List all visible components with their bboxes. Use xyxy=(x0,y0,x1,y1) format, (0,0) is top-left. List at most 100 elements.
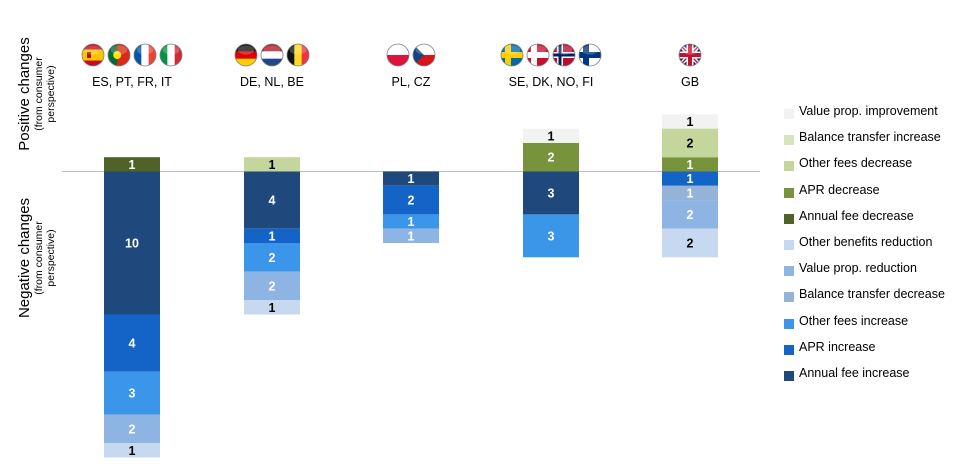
negative-axis-subtitle: (from consumer perspective) xyxy=(33,221,57,295)
bar-data-label: 2 xyxy=(129,422,136,436)
legend-swatch xyxy=(784,161,794,172)
bar-segment-value-prop-reduction xyxy=(104,414,160,444)
legend-label: APR increase xyxy=(799,339,876,354)
bar-segment-value-prop-improvement xyxy=(662,114,718,129)
bar-data-label: 2 xyxy=(687,208,694,222)
bar-segment-value-prop-improvement xyxy=(523,128,579,143)
bar-data-label: 3 xyxy=(548,229,555,243)
legend-label: Annual fee decrease xyxy=(799,208,914,223)
legend-item-other-fees-increase: Other fees increase xyxy=(784,314,970,340)
bar-data-label: 4 xyxy=(129,337,136,351)
bar-segment-value-prop-reduction xyxy=(383,228,439,243)
bar-data-label: 1 xyxy=(269,301,276,315)
negative-axis-title: Negative changes xyxy=(16,197,33,319)
negative-axis-label: Negative changes (from consumer perspect… xyxy=(16,168,60,348)
legend-label: Value prop. improvement xyxy=(799,104,938,118)
positive-axis-subtitle: (from consumer perspective) xyxy=(33,57,57,131)
bar-data-label: 1 xyxy=(269,158,276,172)
flag-sweden-icon xyxy=(500,43,524,67)
legend-swatch xyxy=(784,135,794,146)
legend-item-other-benefits-reduction: Other benefits reduction xyxy=(784,235,970,261)
legend-swatch xyxy=(784,370,794,381)
bar-segment-other-fees-increase xyxy=(244,243,300,272)
legend-item-annual-fee-decrease: Annual fee decrease xyxy=(784,209,970,235)
bar-data-label: 2 xyxy=(548,151,555,165)
bar-segment-value-prop-reduction xyxy=(244,271,300,301)
legend-swatch xyxy=(784,239,794,250)
flag-portugal-icon xyxy=(107,43,131,67)
positive-axis-label: Positive changes (from consumer perspect… xyxy=(16,14,60,174)
bar-data-label: 1 xyxy=(129,444,136,458)
bar-data-label: 1 xyxy=(269,229,276,243)
bar-data-label: 2 xyxy=(687,237,694,251)
legend-swatch xyxy=(784,292,794,303)
bar-data-label: 1 xyxy=(687,186,694,200)
bar-segment-other-fees-decrease xyxy=(244,157,300,172)
legend-label: APR decrease xyxy=(799,182,880,197)
flag-france-icon xyxy=(133,43,157,67)
bar-segment-value-prop-reduction xyxy=(662,200,718,229)
bar-data-label: 1 xyxy=(548,129,555,143)
legend-swatch xyxy=(784,266,794,277)
legend-label: Annual fee increase xyxy=(799,365,910,380)
bar-segment-annual-fee-decrease xyxy=(104,157,160,172)
bar-data-label: 2 xyxy=(687,136,694,150)
legend: Value prop. improvement Balance transfer … xyxy=(784,104,970,392)
flag-norway-icon xyxy=(552,43,576,67)
bar-segment-apr-increase xyxy=(244,228,300,243)
flag-czech-republic-icon xyxy=(412,43,436,67)
flag-poland-icon xyxy=(386,43,410,67)
bar-segment-annual-fee-increase xyxy=(383,171,439,186)
bar-segment-other-benefits-reduction xyxy=(104,443,160,458)
bar-segment-apr-decrease xyxy=(662,157,718,172)
category-label: PL, CZ xyxy=(392,75,431,89)
bar-data-label: 3 xyxy=(129,387,136,401)
legend-item-balance-transfer-increase: Balance transfer increase xyxy=(784,130,970,156)
bar-data-label: 1 xyxy=(129,158,136,172)
bar-segment-other-benefits-reduction xyxy=(662,228,718,258)
flag-belgium-icon xyxy=(286,43,310,67)
legend-item-balance-transfer-decrease: Balance transfer decrease xyxy=(784,287,970,313)
legend-item-apr-increase: APR increase xyxy=(784,340,970,366)
bar-data-label: 1 xyxy=(687,115,694,129)
flag-finland-icon xyxy=(578,43,602,67)
bar-data-label: 4 xyxy=(269,194,276,208)
legend-swatch xyxy=(784,213,794,224)
legend-item-value-prop-reduction: Value prop. reduction xyxy=(784,261,970,287)
legend-swatch xyxy=(784,344,794,355)
category-labels-layer: ES, PT, FR, IT DE, NL, BE PL, CZ SE, DK, NO… xyxy=(92,75,699,89)
bar-segment-annual-fee-increase xyxy=(523,171,579,215)
legend-label: Balance transfer decrease xyxy=(799,287,945,302)
legend-item-other-fees-decrease: Other fees decrease xyxy=(784,156,970,182)
bar-segment-other-benefits-reduction xyxy=(244,300,300,315)
bar-data-label: 1 xyxy=(408,215,415,229)
legend-item-apr-decrease: APR decrease xyxy=(784,183,970,209)
legend-label: Balance transfer increase xyxy=(799,130,941,145)
bar-data-label: 1 xyxy=(687,158,694,172)
legend-label: Value prop. reduction xyxy=(799,261,917,276)
legend-item-value-prop-improvement: Value prop. improvement xyxy=(784,104,970,130)
bar-segment-other-fees-increase xyxy=(383,214,439,229)
legend-label: Other fees decrease xyxy=(799,156,913,171)
bar-data-label: 2 xyxy=(269,279,276,293)
bar-data-label: 3 xyxy=(548,186,555,200)
bar-data-label: 2 xyxy=(269,251,276,265)
bar-segment-other-fees-decrease xyxy=(662,128,718,158)
legend-swatch xyxy=(784,187,794,198)
legend-swatch xyxy=(784,318,794,329)
flag-spain-icon xyxy=(81,43,105,67)
category-label: SE, DK, NO, FI xyxy=(509,75,594,89)
bar-data-label: 1 xyxy=(408,172,415,186)
flag-germany-icon xyxy=(234,43,258,67)
bar-data-label: 1 xyxy=(687,172,694,186)
bar-data-label: 10 xyxy=(125,237,139,251)
legend-label: Other benefits reduction xyxy=(799,234,933,249)
flag-netherlands-icon xyxy=(260,43,284,67)
category-label: ES, PT, FR, IT xyxy=(92,75,172,89)
bar-data-label: 2 xyxy=(408,194,415,208)
positive-axis-title: Positive changes xyxy=(16,37,33,151)
flag-united-kingdom-icon xyxy=(678,43,702,67)
category-label: GB xyxy=(681,75,699,89)
